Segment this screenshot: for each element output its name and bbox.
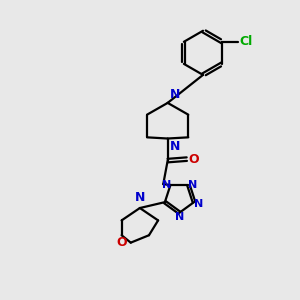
Text: N: N (170, 88, 180, 101)
Text: O: O (188, 153, 199, 166)
Text: N: N (194, 199, 203, 208)
Text: N: N (162, 180, 171, 190)
Text: N: N (188, 180, 197, 190)
Text: O: O (117, 236, 127, 249)
Text: Cl: Cl (239, 35, 252, 48)
Text: N: N (170, 140, 180, 153)
Text: N: N (135, 191, 145, 204)
Text: N: N (175, 212, 184, 222)
